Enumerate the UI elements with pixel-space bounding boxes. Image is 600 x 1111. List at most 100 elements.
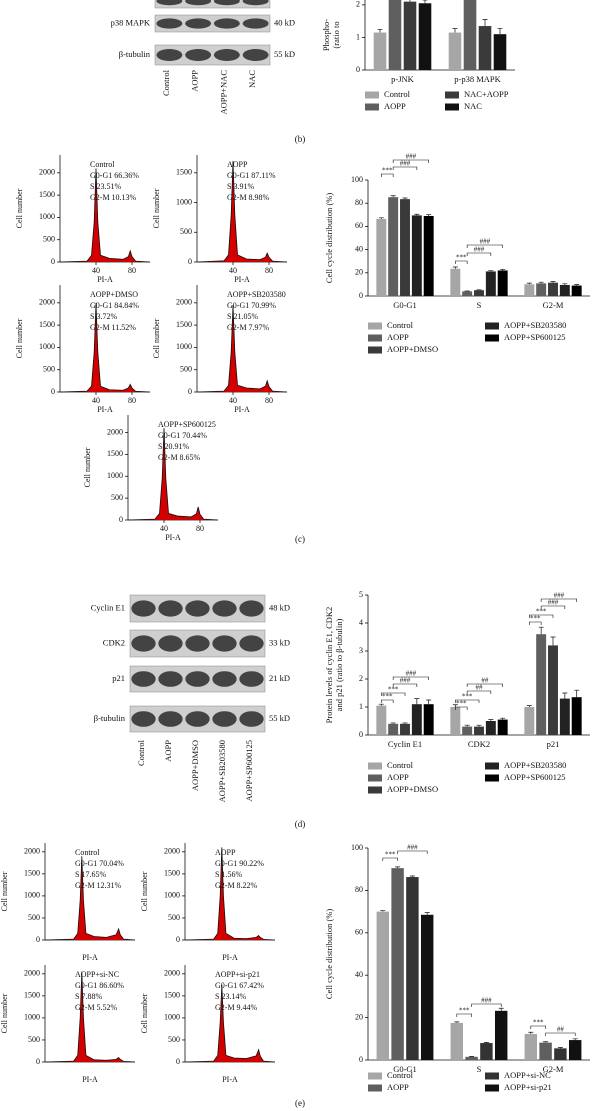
y-tick-label: 1500 [24, 869, 40, 878]
significance-label: *** [462, 693, 473, 701]
error-bar [550, 281, 556, 283]
lane-label: AOPP+NAC [218, 70, 228, 115]
bars [376, 866, 582, 1060]
phase-percent: G0-G1 67.42% [215, 981, 264, 990]
panel-label: (b) [295, 134, 306, 144]
blot-row-label: p21 [112, 673, 125, 683]
error-bar [402, 197, 408, 200]
x-tick-label: 40 [160, 524, 168, 533]
significance-bracket [397, 850, 428, 854]
y-tick-label: 1000 [24, 1013, 40, 1022]
significance-label: *** [459, 1007, 470, 1015]
legend-swatch [368, 1072, 382, 1080]
y-tick-label: 2000 [24, 969, 40, 978]
legend-swatch [485, 774, 499, 782]
y-tick-label: 2000 [164, 847, 180, 856]
blot-band [242, 18, 269, 29]
y-tick-label: 1000 [164, 1013, 180, 1022]
y-tick-label: 2 [359, 674, 363, 683]
legend-label: AOPP+SB203580 [504, 760, 566, 770]
significance-label: ### [400, 677, 411, 685]
bar [493, 34, 507, 70]
panel-label: (e) [295, 1098, 305, 1108]
legend-label: NAC+AOPP [464, 89, 509, 99]
significance-bracket [456, 1013, 472, 1017]
y-axis-label: Cell number [0, 993, 9, 1033]
significance-bracket [381, 699, 394, 703]
error-bar [402, 722, 408, 724]
y-tick-label: 500 [111, 493, 123, 502]
x-axis-label: PI-A [222, 953, 238, 962]
phase-percent: G2-M 10.13% [90, 193, 137, 202]
y-tick-label: 500 [168, 913, 180, 922]
legend-swatch [445, 91, 459, 99]
sample-name: AOPP [215, 848, 236, 857]
x-axis-label: PI-A [234, 275, 250, 284]
blot-size: 33 kD [269, 637, 290, 647]
histogram-line [184, 984, 276, 1063]
y-tick-label: 500 [28, 913, 40, 922]
sample-name: AOPP+si-NC [75, 970, 119, 979]
error-bar [497, 27, 503, 35]
phase-percent: G0-G1 87.11% [227, 171, 276, 180]
phase-percent: S 21.05% [227, 312, 258, 321]
x-tick-label: 80 [265, 266, 273, 275]
legend-label: AOPP+DMSO [387, 344, 438, 354]
lane-label: AOPP [163, 740, 173, 762]
legend-label: NAC [464, 101, 482, 111]
error-bar [390, 195, 396, 198]
error-bar [395, 866, 401, 869]
y-axis-label: Phospho- [321, 19, 331, 51]
legend-swatch [485, 334, 499, 342]
x-tick-label: 80 [196, 524, 204, 533]
significance-bracket [381, 692, 406, 696]
bar [568, 1040, 582, 1060]
error-bar [574, 284, 580, 286]
x-tick-label: p-JNK [391, 74, 415, 84]
y-tick-label: 1000 [39, 212, 55, 221]
bar [462, 291, 473, 296]
error-bar [482, 19, 488, 27]
legend-label: AOPP+SB203580 [504, 320, 566, 330]
y-tick-label: 3 [359, 646, 363, 655]
y-tick-label: 60 [355, 928, 363, 937]
phase-percent: G0-G1 90.22% [215, 859, 264, 868]
legend-swatch [368, 334, 382, 342]
y-tick-label: 2000 [39, 168, 55, 177]
x-tick-label: G0-G1 [393, 300, 417, 310]
significance-label: *** [536, 608, 547, 616]
y-tick-label: 60 [355, 221, 363, 230]
y-tick-label: 80 [355, 885, 363, 894]
x-tick-label: 40 [229, 396, 237, 405]
bar [388, 197, 399, 296]
panel-label: (d) [295, 819, 306, 829]
histogram-line [44, 856, 136, 941]
significance-bracket [381, 173, 394, 177]
significance-bracket [545, 1032, 576, 1036]
y-tick-label: 0 [359, 730, 363, 739]
blot-band [239, 711, 264, 727]
bar [400, 723, 410, 735]
x-tick-label: p21 [547, 739, 560, 749]
y-axis-label: Cell number [152, 188, 161, 228]
phase-percent: S 20.91% [158, 442, 189, 451]
legend-label: AOPP [387, 332, 409, 342]
bar [524, 284, 535, 296]
significance-bracket [392, 159, 429, 163]
error-bar [424, 912, 430, 915]
sample-name: AOPP [227, 160, 248, 169]
y-axis-label: Cell number [0, 871, 9, 911]
blot-band [185, 49, 212, 61]
significance-label: ## [476, 684, 484, 692]
significance-bracket [529, 614, 554, 618]
significance-bracket [466, 683, 503, 687]
significance-label: *** [382, 693, 393, 701]
phase-percent: S 3.72% [90, 312, 117, 321]
histogram-line [184, 847, 276, 941]
error-bar [550, 636, 556, 646]
y-tick-label: 2000 [39, 298, 55, 307]
error-bar [488, 719, 494, 721]
lane-label: AOPP+SB203580 [217, 740, 227, 802]
histogram-line [59, 302, 151, 393]
bar [494, 1010, 508, 1060]
